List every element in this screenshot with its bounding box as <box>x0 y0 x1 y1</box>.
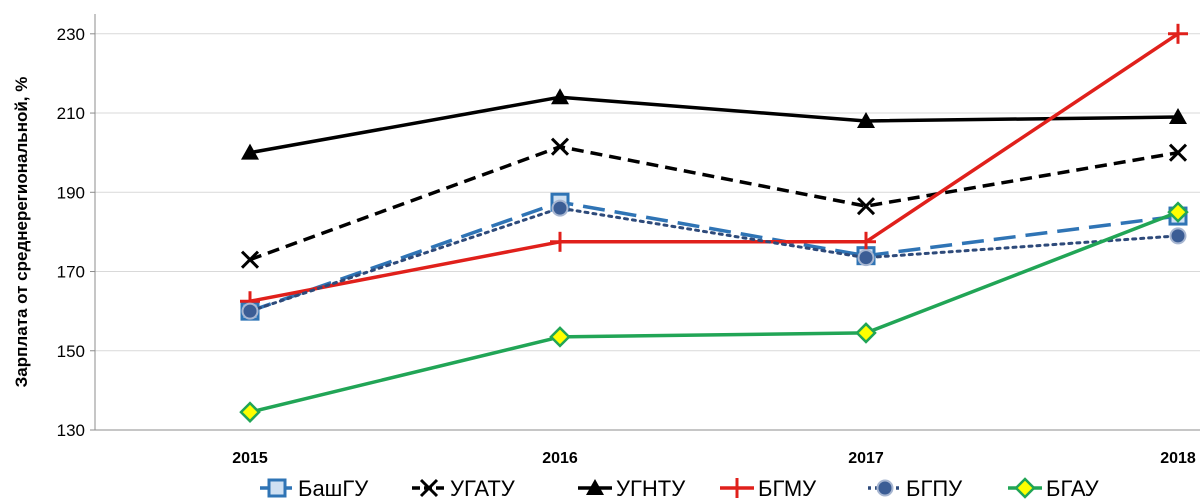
data-point <box>551 199 569 217</box>
data-point <box>857 249 875 267</box>
data-point <box>241 302 259 320</box>
data-point <box>856 197 876 216</box>
legend-item: БГМУ <box>720 476 817 499</box>
data-point <box>550 231 570 252</box>
y-tick-label: 190 <box>57 183 85 202</box>
legend-item: УГАТУ <box>412 476 516 499</box>
data-point <box>241 143 259 160</box>
gridlines <box>95 33 1200 352</box>
legend-label: БашГУ <box>298 476 369 499</box>
data-point <box>1168 23 1188 44</box>
data-point <box>1167 201 1189 223</box>
y-axis-label: Зарплата от среднерегиональной, % <box>12 77 31 388</box>
legend-label: БГАУ <box>1046 476 1100 499</box>
data-point <box>855 322 877 344</box>
series-line <box>249 95 1179 155</box>
data-point <box>549 326 571 348</box>
series-lines <box>239 23 1189 423</box>
x-tick-label: 2016 <box>542 450 578 467</box>
x-tick-label: 2017 <box>848 450 884 467</box>
series-line <box>249 210 1179 414</box>
series-line <box>249 200 1179 313</box>
series-line <box>249 144 1179 262</box>
data-point <box>550 137 570 156</box>
legend-marker <box>419 478 439 498</box>
data-point <box>1169 227 1187 245</box>
legend-marker <box>267 478 287 498</box>
legend-label: БГМУ <box>758 476 817 499</box>
data-point <box>857 111 875 128</box>
series-line <box>249 32 1179 303</box>
legend-item: БашГУ <box>260 476 369 499</box>
data-point <box>240 250 260 269</box>
series-5 <box>241 199 1187 320</box>
x-tick-labels: 2015 2016 2017 2018 <box>232 450 1196 467</box>
x-tick-label: 2018 <box>1160 450 1196 467</box>
data-point <box>856 231 876 252</box>
y-tick-label: 130 <box>57 421 85 440</box>
x-tick-label: 2015 <box>232 450 268 467</box>
data-point <box>239 401 261 423</box>
y-tick-labels: 130 150 170 190 210 230 <box>57 25 95 440</box>
legend: БашГУ УГАТУ УГНТУ БГМУ БГПУ БГАУ <box>260 476 1100 499</box>
data-point <box>1168 143 1188 162</box>
legend-label: УГАТУ <box>450 476 516 499</box>
legend-marker <box>1014 477 1036 499</box>
series-2 <box>240 137 1188 269</box>
legend-label: УГНТУ <box>616 476 686 499</box>
y-tick-label: 230 <box>57 25 85 44</box>
series-6 <box>239 201 1189 423</box>
y-tick-label: 210 <box>57 104 85 123</box>
legend-label: БГПУ <box>906 476 963 499</box>
legend-marker <box>586 479 604 495</box>
data-point <box>551 88 569 105</box>
legend-item: УГНТУ <box>578 476 686 499</box>
series-line <box>248 206 1180 313</box>
data-point <box>1169 108 1187 125</box>
series-1 <box>240 192 1188 321</box>
y-tick-label: 150 <box>57 342 85 361</box>
legend-item: БГАУ <box>1008 476 1100 499</box>
y-tick-label: 170 <box>57 263 85 282</box>
legend-item: БГПУ <box>868 476 963 499</box>
series-4 <box>240 23 1188 312</box>
series-3 <box>241 88 1187 160</box>
legend-marker <box>876 479 894 497</box>
legend-marker <box>727 478 747 498</box>
